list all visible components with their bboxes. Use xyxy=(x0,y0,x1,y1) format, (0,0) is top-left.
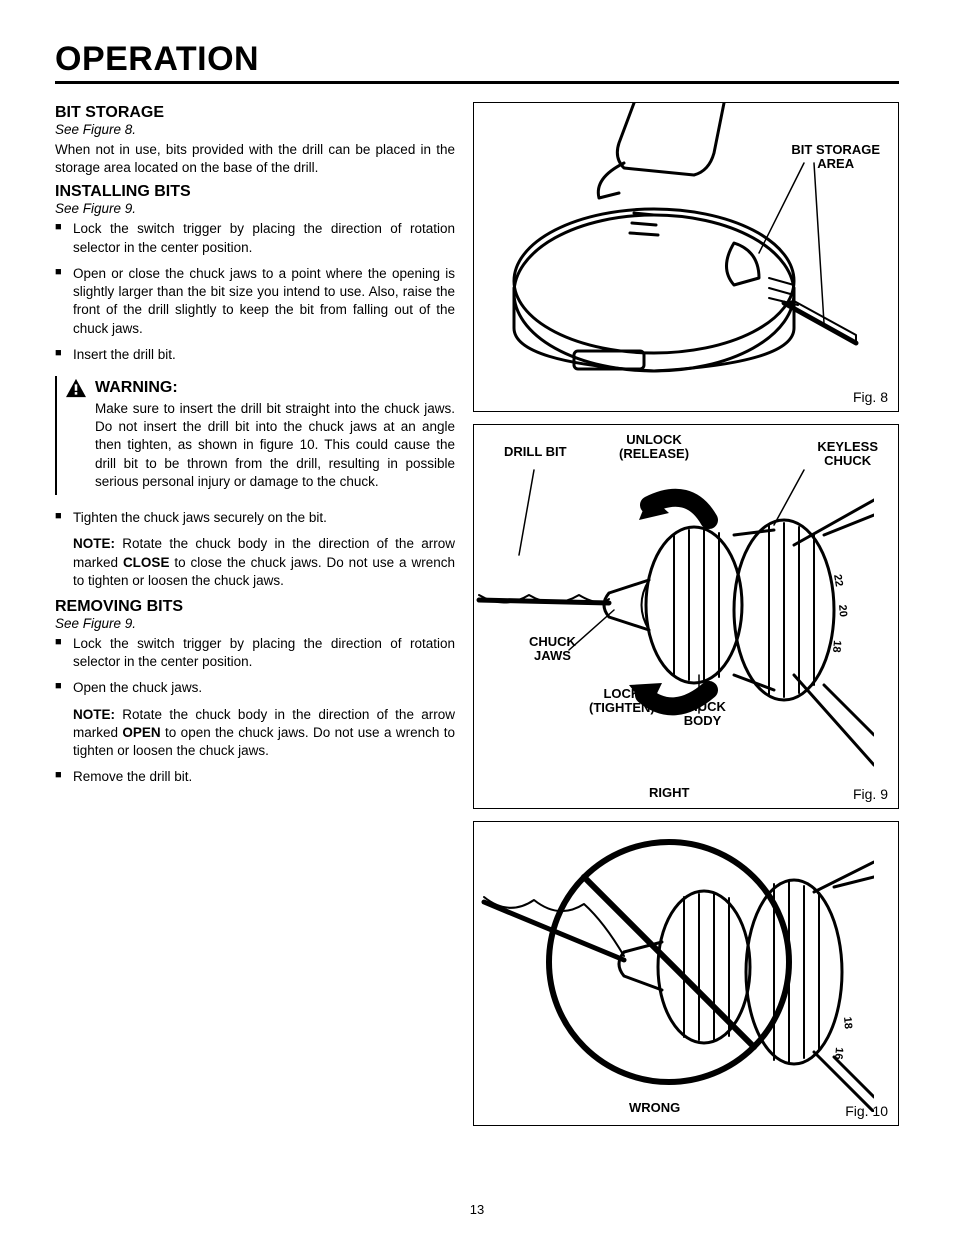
svg-text:18: 18 xyxy=(830,640,843,653)
figure-8-panel: BIT STORAGE AREA Fig. 8 xyxy=(473,102,899,412)
wrong-illustration: 18 16 xyxy=(474,822,874,1112)
chuck-illustration: 22 20 18 xyxy=(474,465,874,785)
removing-note: NOTE: Rotate the chuck body in the direc… xyxy=(55,706,455,761)
list-item: Lock the switch trigger by placing the d… xyxy=(55,635,455,671)
fig9-label-right: RIGHT xyxy=(649,786,689,800)
warning-triangle-icon xyxy=(65,378,87,398)
installing-note: NOTE: Rotate the chuck body in the direc… xyxy=(55,535,455,590)
removing-list-2: Remove the drill bit. xyxy=(55,768,455,786)
fig10-label-wrong: WRONG xyxy=(629,1101,680,1115)
bit-storage-see: See Figure 8. xyxy=(55,122,455,137)
svg-text:18: 18 xyxy=(841,1016,854,1029)
figure-10-panel: 18 16 WRONG Fig. 10 xyxy=(473,821,899,1126)
installing-list: Lock the switch trigger by placing the d… xyxy=(55,220,455,364)
svg-text:22: 22 xyxy=(831,573,845,587)
warning-label: WARNING: xyxy=(95,379,178,397)
fig9-label-unlock: UNLOCK (RELEASE) xyxy=(619,433,689,462)
warning-body: Make sure to insert the drill bit straig… xyxy=(65,400,455,491)
installing-list-2: Tighten the chuck jaws securely on the b… xyxy=(55,509,455,527)
bit-storage-heading: BIT STORAGE xyxy=(55,104,455,122)
removing-heading: REMOVING BITS xyxy=(55,598,455,616)
page-number: 13 xyxy=(0,1202,954,1217)
figure-9-caption: Fig. 9 xyxy=(853,786,888,802)
warning-block: WARNING: Make sure to insert the drill b… xyxy=(55,376,455,495)
list-item: Tighten the chuck jaws securely on the b… xyxy=(55,509,455,527)
note-label: NOTE: xyxy=(73,536,115,551)
svg-text:20: 20 xyxy=(836,604,849,617)
content-row: BIT STORAGE See Figure 8. When not in us… xyxy=(55,102,899,1138)
list-item: Open or close the chuck jaws to a point … xyxy=(55,265,455,338)
page-title: OPERATION xyxy=(55,40,899,84)
fig9-label-drill-bit: DRILL BIT xyxy=(504,445,567,459)
figure-8-caption: Fig. 8 xyxy=(853,389,888,405)
removing-list: Lock the switch trigger by placing the d… xyxy=(55,635,455,698)
removing-see: See Figure 9. xyxy=(55,616,455,631)
svg-text:16: 16 xyxy=(832,1047,845,1060)
note-bold: CLOSE xyxy=(123,555,170,570)
list-item: Remove the drill bit. xyxy=(55,768,455,786)
bit-storage-body: When not in use, bits provided with the … xyxy=(55,141,455,177)
list-item: Open the chuck jaws. xyxy=(55,679,455,697)
fig8-label-bit-storage: BIT STORAGE AREA xyxy=(791,143,880,172)
note-label: NOTE: xyxy=(73,707,115,722)
figure-10-caption: Fig. 10 xyxy=(845,1103,888,1119)
left-column: BIT STORAGE See Figure 8. When not in us… xyxy=(55,102,455,1138)
right-column: BIT STORAGE AREA Fig. 8 DRILL BIT UNLOCK… xyxy=(473,102,899,1138)
note-bold: OPEN xyxy=(122,725,160,740)
warning-header: WARNING: xyxy=(65,378,455,398)
list-item: Insert the drill bit. xyxy=(55,346,455,364)
figure-9-panel: DRILL BIT UNLOCK (RELEASE) KEYLESS CHUCK… xyxy=(473,424,899,809)
installing-see: See Figure 9. xyxy=(55,201,455,216)
list-item: Lock the switch trigger by placing the d… xyxy=(55,220,455,256)
installing-heading: INSTALLING BITS xyxy=(55,183,455,201)
